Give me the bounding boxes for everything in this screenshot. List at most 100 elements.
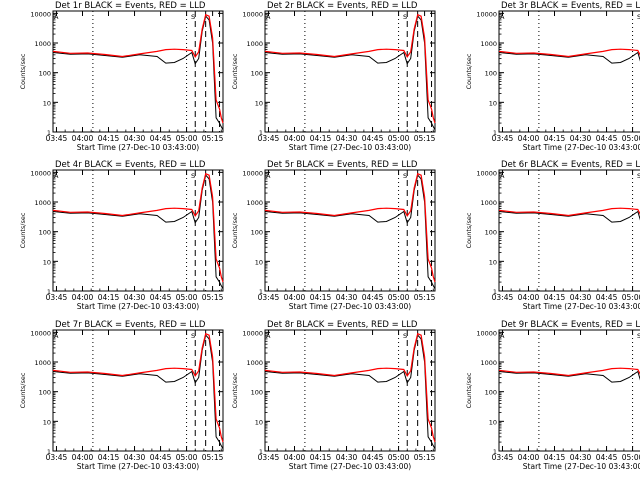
series-line-events — [52, 174, 224, 289]
y-tick-label: 100 — [251, 70, 263, 78]
panel-title: Det 5r BLACK = Events, RED = LLD — [267, 160, 418, 170]
y-tick-label: 1000 — [34, 40, 51, 48]
panel-title: Det 1r BLACK = Events, RED = LLD — [55, 1, 206, 11]
x-tick-label: 03:45 — [258, 293, 280, 302]
panel-title: Det 7r BLACK = Events, RED = LLD — [55, 320, 206, 330]
y-tick-label: 100 — [485, 389, 497, 397]
y-tick-label: 10000 — [242, 10, 263, 18]
x-tick-label: 04:45 — [150, 134, 172, 143]
y-tick-label: 1 — [493, 448, 497, 456]
corner-label-s: S — [403, 172, 407, 180]
y-tick-label: 10 — [489, 99, 497, 107]
corner-label-a: A — [54, 332, 59, 340]
corner-label-a: A — [54, 13, 59, 21]
x-tick-label: 04:45 — [596, 293, 618, 302]
x-tick-label: 04:15 — [544, 293, 566, 302]
y-axis-label: Counts/sec — [231, 53, 239, 89]
x-tick-label: 05:00 — [388, 453, 410, 462]
series-line-lld — [264, 172, 436, 283]
y-axis-label: Counts/sec — [465, 372, 473, 408]
y-axis-label: Counts/sec — [465, 212, 473, 248]
y-axis-label: Counts/sec — [19, 53, 27, 89]
y-tick-label: 10000 — [30, 329, 51, 337]
panel-4: Det 4r BLACK = Events, RED = LLD A S 1 10 100… — [19, 160, 224, 311]
y-tick-label: 1 — [493, 288, 497, 296]
x-tick-label: 04:00 — [72, 134, 94, 143]
y-tick-label: 10 — [489, 258, 497, 266]
x-tick-label: 04:45 — [362, 134, 384, 143]
plot-frame — [52, 169, 224, 292]
x-axis-label: Start Time (27-Dec-10 03:43:00) — [289, 302, 411, 311]
series-line-lld — [52, 332, 224, 443]
corner-label-s: S — [637, 13, 640, 21]
y-tick-label: 100 — [251, 229, 263, 237]
x-tick-label: 04:45 — [362, 293, 384, 302]
series-line-lld — [52, 172, 224, 283]
panel-5: Det 5r BLACK = Events, RED = LLD A S 1 10 100… — [231, 160, 436, 311]
x-tick-label: 03:45 — [46, 293, 68, 302]
series-line-events — [498, 210, 640, 223]
x-axis-label: Start Time (27-Dec-10 03:43:00) — [77, 462, 199, 471]
x-tick-label: 04:45 — [362, 453, 384, 462]
corner-label-s: S — [191, 13, 195, 21]
series-line-lld — [264, 13, 436, 124]
x-tick-label: 04:30 — [570, 293, 592, 302]
x-tick-label: 04:15 — [544, 453, 566, 462]
corner-label-a: A — [266, 332, 271, 340]
series-line-events — [498, 370, 640, 383]
y-tick-label: 100 — [39, 70, 51, 78]
y-tick-label: 10 — [43, 258, 51, 266]
y-tick-label: 1000 — [480, 40, 497, 48]
y-tick-label: 100 — [485, 229, 497, 237]
x-tick-label: 04:30 — [124, 134, 146, 143]
y-tick-label: 10 — [43, 99, 51, 107]
plot-frame — [52, 10, 224, 133]
series-line-lld — [498, 367, 640, 377]
plot-frame — [498, 169, 640, 292]
x-tick-label: 05:00 — [388, 134, 410, 143]
corner-label-s: S — [403, 332, 407, 340]
x-tick-label: 04:15 — [98, 134, 120, 143]
y-tick-label: 1000 — [246, 359, 263, 367]
x-tick-label: 05:15 — [202, 453, 224, 462]
x-tick-label: 05:15 — [202, 134, 224, 143]
y-tick-label: 100 — [39, 229, 51, 237]
y-tick-label: 1 — [259, 129, 263, 137]
y-tick-label: 1 — [259, 448, 263, 456]
y-tick-label: 10 — [489, 418, 497, 426]
y-tick-label: 10 — [255, 258, 263, 266]
corner-label-s: S — [191, 332, 195, 340]
x-tick-label: 05:00 — [622, 453, 640, 462]
y-tick-label: 1 — [47, 448, 51, 456]
y-tick-label: 10000 — [242, 169, 263, 177]
series-line-lld — [264, 332, 436, 443]
panel-title: Det 4r BLACK = Events, RED = LLD — [55, 160, 206, 170]
x-tick-label: 04:00 — [518, 134, 540, 143]
y-tick-label: 1000 — [34, 199, 51, 207]
corner-label-s: S — [637, 172, 640, 180]
x-tick-label: 04:00 — [72, 293, 94, 302]
x-tick-label: 04:00 — [518, 453, 540, 462]
x-tick-label: 04:45 — [150, 453, 172, 462]
x-axis-label: Start Time (27-Dec-10 03:43:00) — [523, 462, 640, 471]
panel-2: Det 2r BLACK = Events, RED = LLD A S 1 10 100… — [231, 1, 436, 152]
plot-frame — [264, 10, 436, 133]
panel-8: Det 8r BLACK = Events, RED = LLD A S 1 10 100… — [231, 320, 436, 471]
x-tick-label: 05:00 — [388, 293, 410, 302]
y-tick-label: 1 — [259, 288, 263, 296]
x-axis-label: Start Time (27-Dec-10 03:43:00) — [523, 143, 640, 152]
x-tick-label: 04:45 — [596, 134, 618, 143]
panel-title: Det 8r BLACK = Events, RED = LLD — [267, 320, 418, 330]
x-tick-label: 03:45 — [492, 134, 514, 143]
x-tick-label: 05:00 — [176, 134, 198, 143]
series-line-events — [264, 174, 436, 289]
y-tick-label: 10000 — [476, 10, 497, 18]
y-tick-label: 1 — [47, 288, 51, 296]
plot-frame — [498, 329, 640, 452]
y-tick-label: 10 — [255, 99, 263, 107]
y-tick-label: 1 — [493, 129, 497, 137]
y-tick-label: 1000 — [34, 359, 51, 367]
x-axis-label: Start Time (27-Dec-10 03:43:00) — [289, 143, 411, 152]
